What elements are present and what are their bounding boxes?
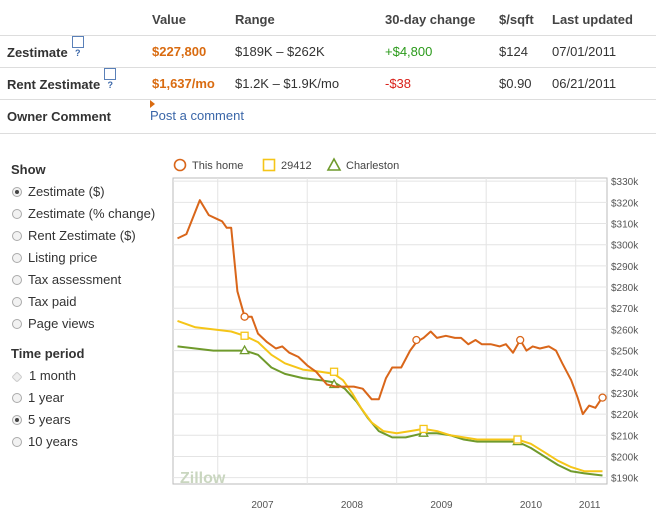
zestimate-range: $189K – $262K <box>235 44 325 59</box>
time-period-title: Time period <box>11 346 85 361</box>
y-tick-label: $270k <box>611 304 639 315</box>
radio-icon[interactable] <box>12 231 22 241</box>
option-1-month: 1 month <box>11 367 76 385</box>
option-page-views[interactable]: Page views <box>12 315 94 333</box>
y-tick-label: $210k <box>611 431 639 442</box>
x-tick-label: 2007 <box>251 500 274 511</box>
zestimate-updated: 07/01/2011 <box>552 44 617 59</box>
marker-square <box>329 367 339 376</box>
help-icon[interactable]: ? <box>104 68 117 90</box>
radio-icon[interactable] <box>12 437 22 447</box>
header-value: Value <box>152 12 186 27</box>
legend-label: 29412 <box>281 160 312 172</box>
table-header-row: Value Range 30-day change $/sqft Last up… <box>0 4 656 36</box>
marker-triangle <box>239 344 250 355</box>
legend-triangle-icon <box>326 157 342 171</box>
chart-series <box>177 199 607 477</box>
header-last-updated: Last updated <box>552 12 633 27</box>
y-tick-label: $310k <box>611 220 639 231</box>
arrow-right-icon <box>150 100 155 108</box>
zestimate-value: $227,800 <box>152 44 207 59</box>
marker-square <box>513 435 522 444</box>
y-axis-ticks: $190k $200k $210k $220k $230k $240k $250k $260k… <box>611 177 639 484</box>
x-tick-label: 2011 <box>579 500 601 511</box>
rent-zestimate-updated: 06/21/2011 <box>552 76 617 91</box>
zillow-watermark: Zillow <box>180 470 226 487</box>
show-title: Show <box>11 162 46 177</box>
x-axis-ticks: 2007 2008 2009 2010 2011 <box>251 500 601 511</box>
marker-circle <box>412 335 421 345</box>
y-tick-label: $190k <box>611 474 639 485</box>
x-tick-label: 2008 <box>341 500 364 511</box>
y-tick-label: $200k <box>611 452 639 463</box>
zestimate-change: +$4,800 <box>385 44 433 59</box>
zestimate-row: Zestimate? $227,800 $189K – $262K +$4,80… <box>0 36 656 68</box>
legend-circle-icon <box>173 158 187 172</box>
radio-icon[interactable] <box>12 187 22 197</box>
y-tick-label: $240k <box>611 368 639 379</box>
y-tick-label: $250k <box>611 347 639 358</box>
header-range: Range <box>235 12 275 27</box>
marker-square <box>240 331 249 340</box>
y-tick-label: $300k <box>611 241 639 252</box>
y-tick-label: $320k <box>611 198 639 209</box>
rent-zestimate-row: Rent Zestimate? $1,637/mo $1.2K – $1.9K/… <box>0 68 656 100</box>
zestimate-per-sqft: $124 <box>499 44 528 59</box>
y-tick-label: $290k <box>611 262 639 273</box>
option-5-years[interactable]: 5 years <box>12 411 71 429</box>
marker-circle <box>516 335 525 345</box>
post-comment-link-text[interactable]: Post a comment <box>150 108 244 123</box>
series-line-2 <box>177 345 603 477</box>
rent-zestimate-range: $1.2K – $1.9K/mo <box>235 76 340 91</box>
option-tax-paid[interactable]: Tax paid <box>12 293 76 311</box>
y-tick-label: $220k <box>611 410 639 421</box>
owner-comment-label: Owner Comment <box>7 109 112 124</box>
marker-square <box>419 424 428 434</box>
help-icon[interactable]: ? <box>71 36 84 58</box>
radio-icon[interactable] <box>12 297 22 307</box>
option-rent-zestimate[interactable]: Rent Zestimate ($) <box>12 227 136 245</box>
rent-zestimate-change: -$38 <box>385 76 412 91</box>
radio-icon[interactable] <box>12 393 22 403</box>
radio-icon[interactable] <box>12 253 22 263</box>
option-listing-price[interactable]: Listing price <box>12 249 97 267</box>
header-per-sqft: $/sqft <box>499 12 534 27</box>
marker-circle <box>240 312 249 321</box>
radio-icon[interactable] <box>12 415 22 425</box>
owner-comment-row: Owner Comment Post a comment <box>0 100 656 134</box>
legend-label: Charleston <box>346 160 399 172</box>
option-zestimate-percent[interactable]: Zestimate (% change) <box>12 205 155 223</box>
rent-zestimate-label: Rent Zestimate? <box>7 68 117 101</box>
x-tick-label: 2010 <box>520 500 543 511</box>
zillow-watermark-text: Zillow <box>180 470 226 487</box>
option-zestimate-dollar[interactable]: Zestimate ($) <box>12 183 105 201</box>
radio-icon[interactable] <box>12 275 22 285</box>
option-tax-assessment[interactable]: Tax assessment <box>12 271 121 289</box>
value-history-chart: This home 29412 Charleston $190k $200k $210k… <box>172 157 639 511</box>
rent-zestimate-value: $1,637/mo <box>152 76 215 91</box>
radio-disabled-icon <box>11 371 23 383</box>
radio-icon[interactable] <box>12 209 22 219</box>
y-tick-label: $230k <box>611 389 639 400</box>
y-tick-label: $330k <box>611 177 639 188</box>
option-10-years[interactable]: 10 years <box>12 433 78 451</box>
marker-circle <box>598 393 607 402</box>
header-30day-change: 30-day change <box>385 12 476 27</box>
series-line-1 <box>177 319 603 473</box>
chart-grid <box>172 177 608 485</box>
x-tick-label: 2009 <box>430 500 453 511</box>
y-tick-label: $280k <box>611 283 639 294</box>
zestimate-label: Zestimate? <box>7 36 84 69</box>
legend-square-icon <box>262 158 276 172</box>
option-1-year[interactable]: 1 year <box>12 389 64 407</box>
chart-legend: This home 29412 Charleston <box>173 157 399 172</box>
y-tick-label: $260k <box>611 325 639 336</box>
radio-icon[interactable] <box>12 319 22 329</box>
rent-zestimate-per-sqft: $0.90 <box>499 76 532 91</box>
legend-label: This home <box>192 160 243 172</box>
